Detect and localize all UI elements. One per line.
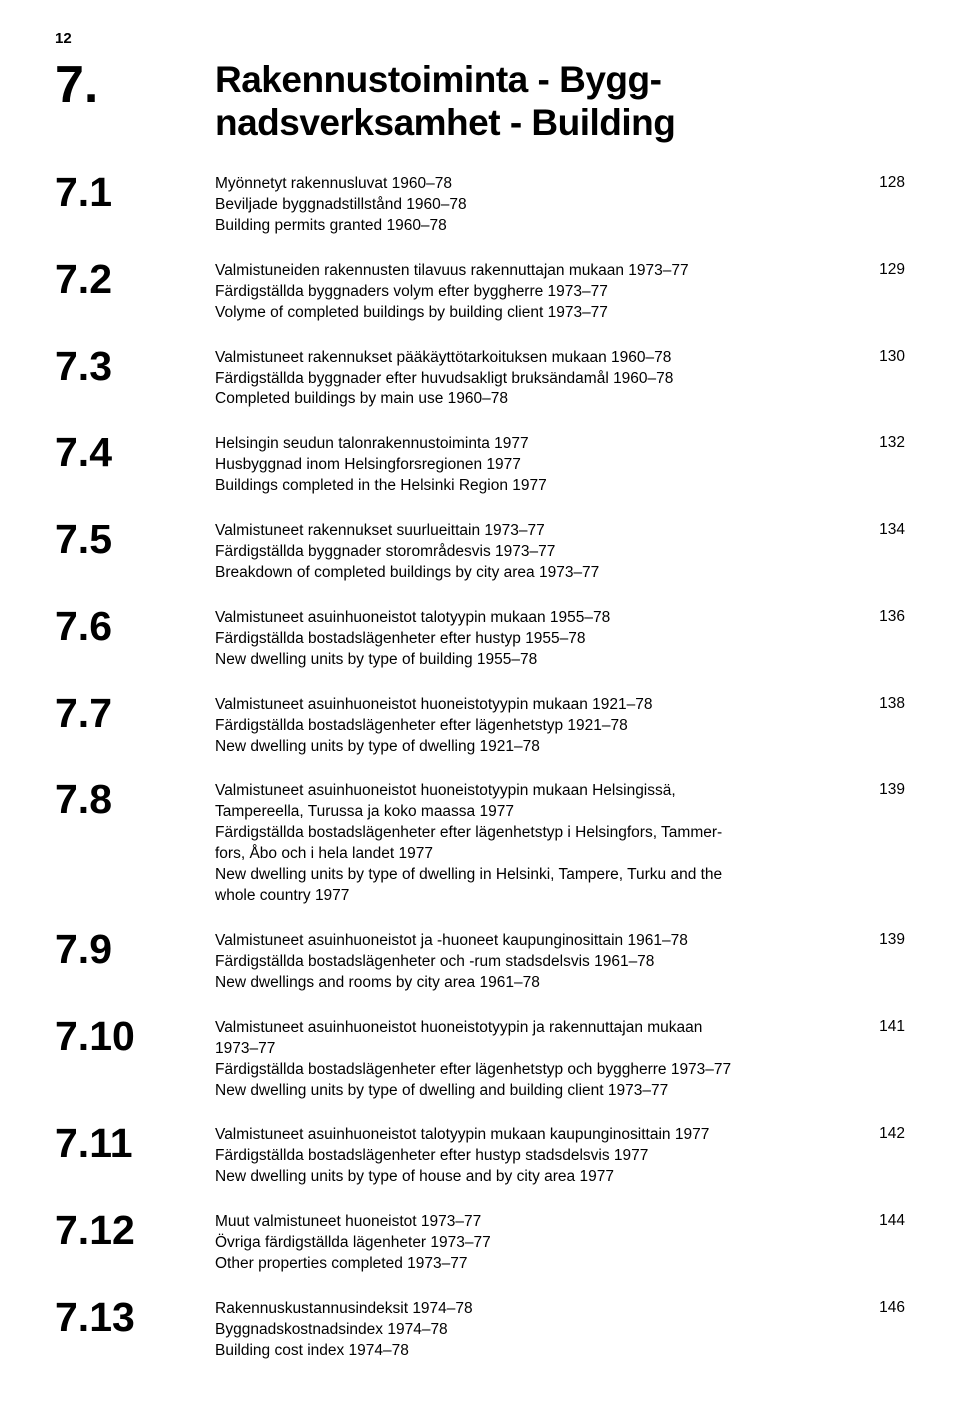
entry-description: Valmistuneet asuinhuoneistot talotyypin … [215, 1125, 855, 1188]
entry-description: Valmistuneiden rakennusten tilavuus rake… [215, 261, 855, 324]
toc-entry: 7.10Valmistuneet asuinhuoneistot huoneis… [55, 1016, 905, 1102]
entry-body: Rakennuskustannusindeksit 1974–78Byggnad… [215, 1297, 905, 1362]
entry-body: Valmistuneet asuinhuoneistot ja -huoneet… [215, 929, 905, 994]
toc-entry: 7.11Valmistuneet asuinhuoneistot talotyy… [55, 1123, 905, 1188]
entry-description: Valmistuneet asuinhuoneistot talotyypin … [215, 608, 855, 671]
entry-number: 7.9 [55, 929, 215, 970]
entry-body: Valmistuneet asuinhuoneistot talotyypin … [215, 606, 905, 671]
entry-number: 7.12 [55, 1210, 215, 1251]
entry-body: Valmistuneet rakennukset suurlueittain 1… [215, 519, 905, 584]
entry-number: 7.6 [55, 606, 215, 647]
entry-description: Valmistuneet rakennukset suurlueittain 1… [215, 521, 855, 584]
entry-body: Valmistuneet asuinhuoneistot talotyypin … [215, 1123, 905, 1188]
entry-page-number: 134 [855, 521, 905, 539]
toc-entry: 7.9Valmistuneet asuinhuoneistot ja -huon… [55, 929, 905, 994]
toc-entry: 7.13Rakennuskustannusindeksit 1974–78Byg… [55, 1297, 905, 1362]
entry-page-number: 139 [855, 781, 905, 799]
entry-page-number: 144 [855, 1212, 905, 1230]
entry-number: 7.2 [55, 259, 215, 300]
entry-page-number: 142 [855, 1125, 905, 1143]
entry-description: Myönnetyt rakennusluvat 1960–78Beviljade… [215, 174, 855, 237]
entry-number: 7.13 [55, 1297, 215, 1338]
entry-page-number: 141 [855, 1018, 905, 1036]
entry-description: Muut valmistuneet huoneistot 1973–77Övri… [215, 1212, 855, 1275]
entry-page-number: 138 [855, 695, 905, 713]
entry-description: Valmistuneet asuinhuoneistot huoneistoty… [215, 695, 855, 758]
toc-entry: 7.12Muut valmistuneet huoneistot 1973–77… [55, 1210, 905, 1275]
entry-body: Valmistuneet asuinhuoneistot huoneistoty… [215, 693, 905, 758]
chapter-number: 7. [55, 59, 215, 111]
entry-page-number: 146 [855, 1299, 905, 1317]
entry-number: 7.1 [55, 172, 215, 213]
entry-body: Valmistuneet asuinhuoneistot huoneistoty… [215, 1016, 905, 1102]
entry-description: Valmistuneet rakennukset pääkäyttötarkoi… [215, 348, 855, 411]
entry-body: Helsingin seudun talonrakennustoiminta 1… [215, 432, 905, 497]
entry-body: Valmistuneet asuinhuoneistot huoneistoty… [215, 779, 905, 907]
entry-page-number: 129 [855, 261, 905, 279]
entry-description: Helsingin seudun talonrakennustoiminta 1… [215, 434, 855, 497]
entry-number: 7.5 [55, 519, 215, 560]
toc-entry: 7.8Valmistuneet asuinhuoneistot huoneist… [55, 779, 905, 907]
entry-page-number: 139 [855, 931, 905, 949]
entry-page-number: 136 [855, 608, 905, 626]
entry-number: 7.10 [55, 1016, 215, 1057]
entry-body: Valmistuneiden rakennusten tilavuus rake… [215, 259, 905, 324]
entry-number: 7.7 [55, 693, 215, 734]
chapter-title-line2: nadsverksamhet - Building [215, 102, 675, 143]
page-number: 12 [55, 30, 905, 47]
chapter-title-line1: Rakennustoiminta - Bygg- [215, 59, 661, 100]
toc-entry: 7.7Valmistuneet asuinhuoneistot huoneist… [55, 693, 905, 758]
toc-entry: 7.6Valmistuneet asuinhuoneistot talotyyp… [55, 606, 905, 671]
toc-entry: 7.5Valmistuneet rakennukset suurlueittai… [55, 519, 905, 584]
chapter-title: Rakennustoiminta - Bygg- nadsverksamhet … [215, 59, 675, 144]
entry-body: Muut valmistuneet huoneistot 1973–77Övri… [215, 1210, 905, 1275]
entry-number: 7.8 [55, 779, 215, 820]
entry-description: Valmistuneet asuinhuoneistot huoneistoty… [215, 1018, 855, 1102]
entry-page-number: 132 [855, 434, 905, 452]
entry-description: Valmistuneet asuinhuoneistot huoneistoty… [215, 781, 855, 907]
entry-page-number: 128 [855, 174, 905, 192]
entry-page-number: 130 [855, 348, 905, 366]
entry-description: Valmistuneet asuinhuoneistot ja -huoneet… [215, 931, 855, 994]
chapter-header: 7. Rakennustoiminta - Bygg- nadsverksamh… [55, 59, 905, 144]
toc-entry: 7.2Valmistuneiden rakennusten tilavuus r… [55, 259, 905, 324]
toc-entry: 7.3Valmistuneet rakennukset pääkäyttötar… [55, 346, 905, 411]
toc-entry: 7.4Helsingin seudun talonrakennustoimint… [55, 432, 905, 497]
entry-body: Myönnetyt rakennusluvat 1960–78Beviljade… [215, 172, 905, 237]
entry-body: Valmistuneet rakennukset pääkäyttötarkoi… [215, 346, 905, 411]
entry-number: 7.3 [55, 346, 215, 387]
entry-number: 7.11 [55, 1123, 215, 1164]
table-of-contents: 7.1Myönnetyt rakennusluvat 1960–78Bevilj… [55, 172, 905, 1362]
toc-entry: 7.1Myönnetyt rakennusluvat 1960–78Bevilj… [55, 172, 905, 237]
entry-description: Rakennuskustannusindeksit 1974–78Byggnad… [215, 1299, 855, 1362]
entry-number: 7.4 [55, 432, 215, 473]
